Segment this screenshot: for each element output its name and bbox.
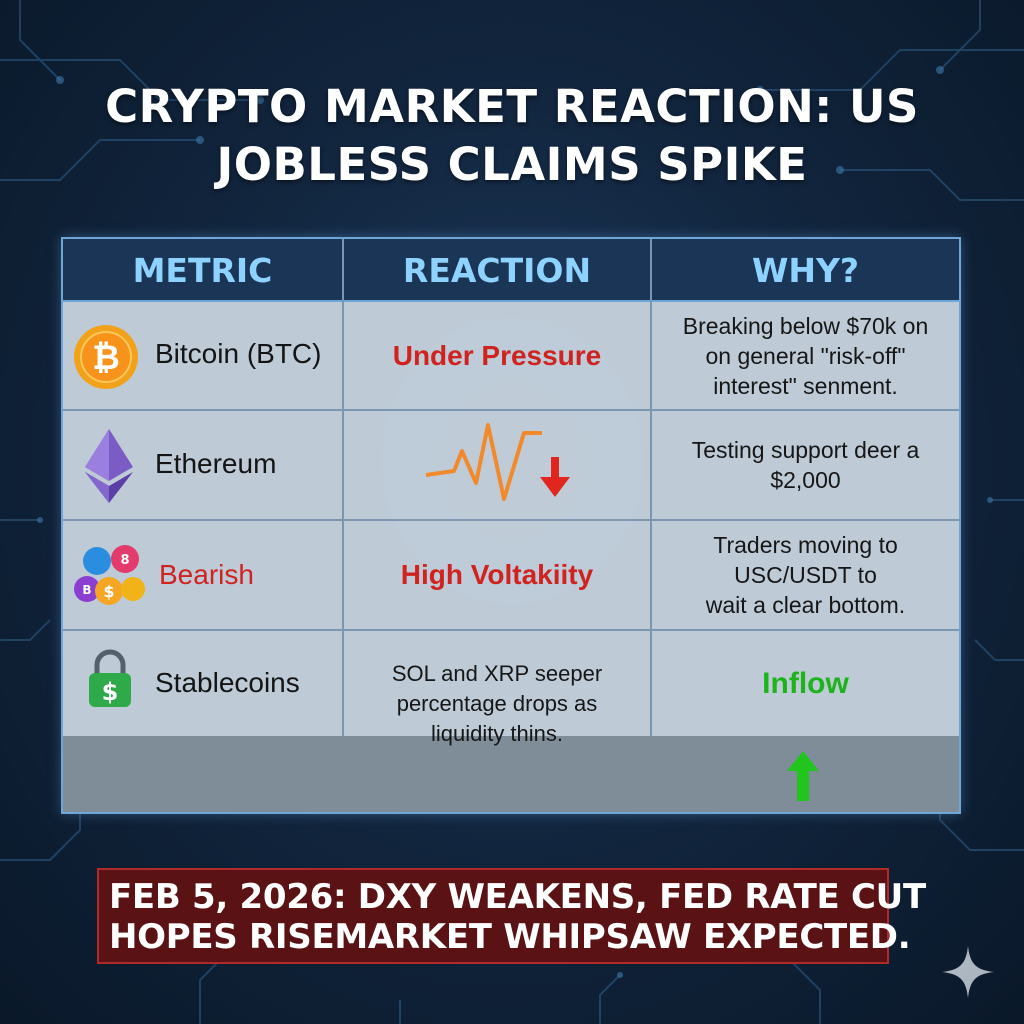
why-line: on general "risk-off" [705, 342, 906, 369]
why-line: USC/USDT to [734, 562, 877, 588]
table-footer-band [63, 736, 959, 812]
banner-line-2: HOPES RISEMARKET WHIPSAW EXPECTED. [109, 917, 911, 957]
reaction-line: percentage drops as [396, 691, 598, 716]
page-title: CRYPTO MARKET REACTION: US JOBLESS CLAIM… [40, 78, 984, 194]
reaction-text: SOL and XRP seeper percentage drops as l… [344, 659, 650, 749]
table-row-bitcoin-why: Breaking below $70k on on general "risk-… [652, 302, 959, 409]
banner-line-1: FEB 5, 2026: DXY WEAKENS, FED RATE CUT [109, 877, 926, 917]
why-line: wait a clear bottom. [705, 592, 906, 618]
header-reaction: REACTION [402, 251, 592, 290]
metric-label: Bearish [159, 559, 254, 590]
date-news-banner: FEB 5, 2026: DXY WEAKENS, FED RATE CUT H… [97, 868, 926, 964]
table-row-bitcoin-metric: ₿ Bitcoin (BTC) [63, 302, 342, 409]
table-row-stablecoins-why: Inflow [652, 631, 959, 736]
green-up-arrow-icon [787, 751, 819, 801]
why-line: Traders moving to [713, 532, 898, 558]
altcoin-cluster-icon: B $ 8 [74, 545, 145, 605]
reaction-line: liquidity thins. [430, 721, 564, 746]
table-header: METRIC REACTION WHY? [63, 239, 959, 302]
metric-label: Bitcoin (BTC) [155, 338, 322, 369]
svg-text:₿: ₿ [92, 338, 120, 378]
title-line-2: JOBLESS CLAIMS SPIKE [216, 138, 808, 191]
table-row-stablecoins-reaction: SOL and XRP seeper percentage drops as l… [344, 659, 650, 769]
table-row-ethereum-metric: Ethereum [63, 411, 342, 519]
why-line: interest" senment. [713, 372, 898, 399]
table-row-ethereum-reaction [344, 411, 650, 519]
volatile-line-down-arrow-icon [425, 423, 570, 501]
reaction-line: SOL and XRP seeper [391, 661, 603, 686]
metric-label: Stablecoins [155, 667, 300, 698]
why-line: $2,000 [770, 467, 841, 493]
header-metric: METRIC [132, 251, 273, 290]
svg-text:8: 8 [120, 553, 129, 568]
why-line: Testing support deer a [691, 437, 920, 463]
ethereum-diamond-icon [85, 429, 133, 503]
svg-text:$: $ [102, 678, 119, 706]
dollar-lock-icon: $ [89, 649, 131, 707]
why-text: Traders moving to USC/USDT to wait a cle… [652, 530, 959, 620]
table-row-ethereum-why: Testing support deer a $2,000 [652, 411, 959, 519]
column-divider [650, 239, 652, 736]
svg-text:$: $ [103, 582, 114, 601]
sparkle-icon [942, 946, 994, 998]
row-divider [63, 519, 959, 521]
market-reaction-table: METRIC REACTION WHY? ₿ Bitcoin (BTC) Und… [61, 237, 961, 814]
row-divider [63, 629, 959, 631]
row-divider [63, 409, 959, 411]
column-divider [342, 239, 344, 736]
reaction-label: High Voltakiity [400, 559, 594, 590]
header-why: WHY? [751, 251, 860, 290]
bitcoin-coin-icon: ₿ [74, 325, 138, 389]
reaction-label: Under Pressure [392, 339, 602, 371]
why-text: Testing support deer a $2,000 [652, 435, 959, 495]
title-line-1: CRYPTO MARKET REACTION: US [105, 80, 919, 133]
table-row-bitcoin-reaction: Under Pressure [344, 302, 650, 409]
why-line: Breaking below $70k on [682, 312, 929, 339]
table-row-bearish-metric: B $ 8 Bearish [63, 521, 342, 629]
why-text: Breaking below $70k on on general "risk-… [652, 311, 959, 401]
inflow-label: Inflow [762, 666, 849, 700]
table-row-bearish-why: Traders moving to USC/USDT to wait a cle… [652, 521, 959, 629]
table-row-stablecoins-metric: $ Stablecoins [63, 631, 342, 736]
svg-text:B: B [82, 583, 91, 597]
table-row-bearish-reaction: High Voltakiity [344, 521, 650, 629]
metric-label: Ethereum [155, 448, 277, 479]
